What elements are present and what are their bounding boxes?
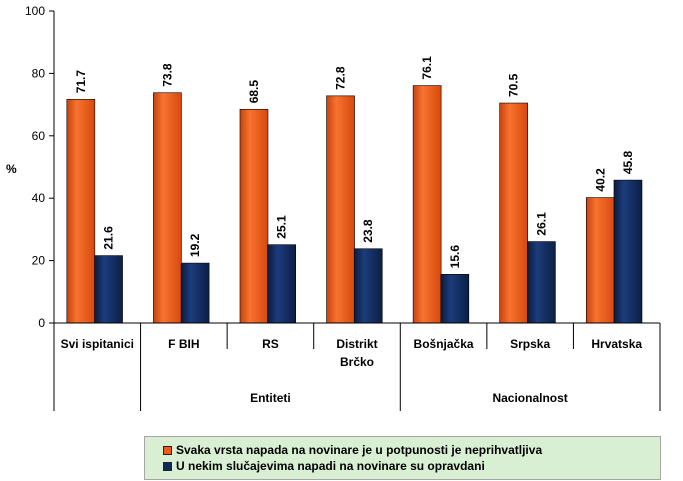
data-label: 40.2 [593,168,607,192]
data-label: 21.6 [102,226,116,250]
bar [180,262,210,324]
bar [527,241,556,324]
data-label: 71.7 [74,70,88,94]
bar [153,92,182,324]
legend-swatch-orange [163,445,172,455]
bars: 71.7 73.8 68.5 72.8 76.1 70.5 40.2 21.6 19.2 25.1… [66,56,643,324]
x-category-label: Distrikt [336,337,377,351]
x-category-label: Bošnjačka [414,337,474,351]
bar-chart: % 0 20 40 60 80 100 71.7 73.8 68.5 72.8 76.1 70.5 4… [6,4,661,411]
bar [239,108,269,324]
data-label: 73.8 [160,63,174,87]
x-category-label: Srpska [510,337,550,351]
data-label: 26.1 [534,212,548,236]
legend: Svaka vrsta napada na novinare je u potp… [144,436,661,480]
data-label: 45.8 [621,150,635,174]
data-label: 15.6 [448,245,462,269]
x-category-label: F BIH [168,337,199,351]
data-label: 25.1 [275,215,289,239]
bar [353,248,383,324]
bar [440,274,470,324]
y-tick-label: 80 [32,66,46,80]
legend-label-series-1: Svaka vrsta napada na novinare je u potp… [176,443,543,457]
y-tick-label: 20 [32,254,46,268]
legend-item-series-1: Svaka vrsta napada na novinare je u potp… [163,442,660,458]
y-axis-label: % [6,162,17,176]
y-axis: 0 20 40 60 80 100 [25,4,55,330]
x-category-label: Svi ispitanici [61,337,134,351]
data-label: 68.5 [247,80,261,104]
y-tick-label: 60 [32,129,46,143]
data-label: 70.5 [507,73,521,97]
bar [499,102,528,324]
x-category-label: Hrvatska [591,337,642,351]
legend-label-series-2: U nekim slučajevima napadi na novinare s… [176,459,485,473]
bar [267,244,296,324]
data-label: 76.1 [420,56,434,80]
data-label: 23.8 [361,219,375,243]
y-tick-label: 100 [25,4,45,18]
x-category-label: RS [262,337,279,351]
bar [66,98,96,324]
x-axis: Svi ispitanici F BIH RS Distrikt Brčko Bošnja… [53,322,661,411]
bar [585,197,615,324]
data-label: 19.2 [188,233,202,257]
y-tick-label: 40 [32,191,46,205]
x-group-label: Nacionalnost [492,391,567,405]
data-label: 72.8 [334,66,348,90]
bar [613,179,643,324]
bar [412,85,442,324]
x-group-label: Entiteti [250,391,291,405]
bar [326,95,355,324]
legend-item-series-2: U nekim slučajevima napadi na novinare s… [163,458,660,474]
y-tick-label: 0 [38,316,45,330]
bar [94,255,123,324]
x-category-label: Brčko [340,355,374,369]
legend-swatch-navy [163,461,172,471]
